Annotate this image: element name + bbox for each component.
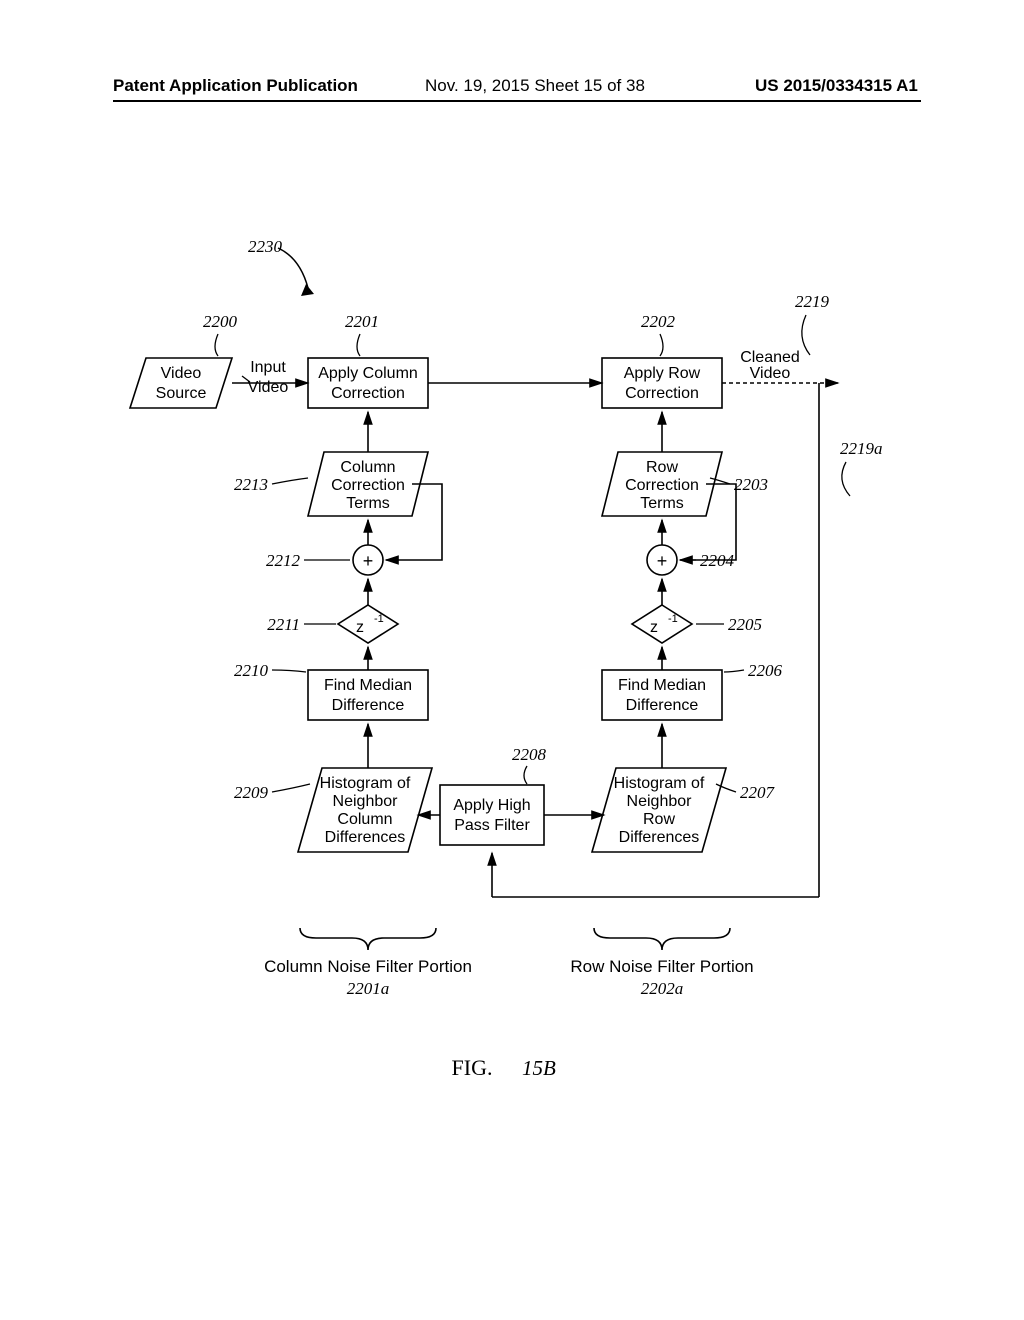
svg-text:-1: -1 xyxy=(668,613,678,625)
text-2200-top: Video xyxy=(161,365,202,382)
ref-2210: 2210 xyxy=(234,661,269,680)
figure-num: 15B xyxy=(522,1056,556,1080)
text-2213-l2: Correction xyxy=(331,477,405,494)
page: Patent Application Publication Nov. 19, … xyxy=(0,0,1024,1320)
text-2203-l2: Correction xyxy=(625,477,699,494)
block-find-median-row: Find Median Difference xyxy=(602,670,722,720)
feedback-2213-2212 xyxy=(386,484,442,560)
text-2209-l4: Differences xyxy=(325,829,406,846)
ref-2212: 2212 xyxy=(266,551,301,570)
svg-text:z: z xyxy=(356,619,364,636)
text-2202-bot: Correction xyxy=(625,385,699,402)
plus-2212: + xyxy=(363,551,374,571)
ref-2200: 2200 xyxy=(203,312,238,331)
ref-2202: 2202 xyxy=(641,312,676,331)
leader-2210 xyxy=(272,670,306,672)
label-input-video-a: Input xyxy=(250,359,286,376)
ref-2205: 2205 xyxy=(728,615,762,634)
leader-2230 xyxy=(278,248,308,288)
sum-2204: + xyxy=(647,545,677,575)
delay-2205: z -1 xyxy=(632,605,692,643)
brace-col-ref: 2201a xyxy=(347,979,390,998)
block-apply-row-correction: Apply Row Correction xyxy=(602,358,722,408)
text-2209-l1: Histogram of xyxy=(320,775,411,792)
svg-text:-1: -1 xyxy=(374,613,384,625)
sum-2212: + xyxy=(353,545,383,575)
ref-2219a: 2219a xyxy=(840,439,883,458)
text-2207-l4: Differences xyxy=(619,829,700,846)
label-cleaned-video-a: Cleaned xyxy=(740,349,800,366)
text-2207-l3: Row xyxy=(643,811,675,828)
svg-text:z: z xyxy=(650,619,658,636)
brace-row xyxy=(594,928,730,950)
text-2207-l2: Neighbor xyxy=(627,793,693,810)
text-2207-l1: Histogram of xyxy=(614,775,705,792)
text-2213-l3: Terms xyxy=(346,495,390,512)
figure-prefix: FIG. xyxy=(452,1055,493,1080)
text-2202-top: Apply Row xyxy=(624,365,701,382)
text-2210-bot: Difference xyxy=(332,697,405,714)
text-2208-top: Apply High xyxy=(453,797,530,814)
leader-2203 xyxy=(710,478,730,484)
text-2203-l3: Terms xyxy=(640,495,684,512)
ref-2206: 2206 xyxy=(748,661,783,680)
leader-2208 xyxy=(524,766,527,784)
block-find-median-col: Find Median Difference xyxy=(308,670,428,720)
label-cleaned-video-b: Video xyxy=(750,365,791,382)
block-row-correction-terms: Row Correction Terms xyxy=(602,452,722,516)
block-histogram-row: Histogram of Neighbor Row Differences xyxy=(592,768,726,852)
ref-2219: 2219 xyxy=(795,292,830,311)
leader-2202 xyxy=(660,334,663,356)
ref-2207: 2207 xyxy=(740,783,776,802)
ref-2230: 2230 xyxy=(248,237,283,256)
block-histogram-col: Histogram of Neighbor Column Differences xyxy=(298,768,432,852)
delay-2211: z -1 xyxy=(338,605,398,643)
feedback-2203-2204 xyxy=(680,484,736,560)
leader-2200 xyxy=(215,334,218,356)
ref-2211: 2211 xyxy=(267,615,300,634)
text-2209-l3: Column xyxy=(337,811,392,828)
text-2201-bot: Correction xyxy=(331,385,405,402)
text-2209-l2: Neighbor xyxy=(333,793,399,810)
brace-col xyxy=(300,928,436,950)
ref-2208: 2208 xyxy=(512,745,547,764)
text-2203-l1: Row xyxy=(646,459,678,476)
brace-row-ref: 2202a xyxy=(641,979,684,998)
text-2206-top: Find Median xyxy=(618,677,706,694)
text-2210-top: Find Median xyxy=(324,677,412,694)
leader-2209 xyxy=(272,784,310,792)
brace-col-text: Column Noise Filter Portion xyxy=(264,957,472,976)
text-2206-bot: Difference xyxy=(626,697,699,714)
block-apply-high-pass-filter: Apply High Pass Filter xyxy=(440,785,544,845)
ref-2213: 2213 xyxy=(234,475,268,494)
label-input-video-b: Video xyxy=(248,379,289,396)
leader-2201 xyxy=(357,334,360,356)
leader-2206 xyxy=(724,670,744,672)
leader-2219a xyxy=(842,462,850,496)
brace-row-text: Row Noise Filter Portion xyxy=(570,957,753,976)
block-apply-column-correction: Apply Column Correction xyxy=(308,358,428,408)
block-video-source: Video Source xyxy=(130,358,232,408)
flowchart-svg: Video Source 2200 Input Video Apply Colu… xyxy=(0,0,1024,1320)
leader-2219 xyxy=(802,315,810,355)
text-2208-bot: Pass Filter xyxy=(454,817,530,834)
ref-2209: 2209 xyxy=(234,783,269,802)
text-2213-l1: Column xyxy=(340,459,395,476)
text-2201-top: Apply Column xyxy=(318,365,418,382)
text-2200-bot: Source xyxy=(156,385,207,402)
leader-2213 xyxy=(272,478,308,484)
ref-2201: 2201 xyxy=(345,312,379,331)
ref-2203: 2203 xyxy=(734,475,768,494)
plus-2204: + xyxy=(657,551,668,571)
block-column-correction-terms: Column Correction Terms xyxy=(308,452,428,516)
